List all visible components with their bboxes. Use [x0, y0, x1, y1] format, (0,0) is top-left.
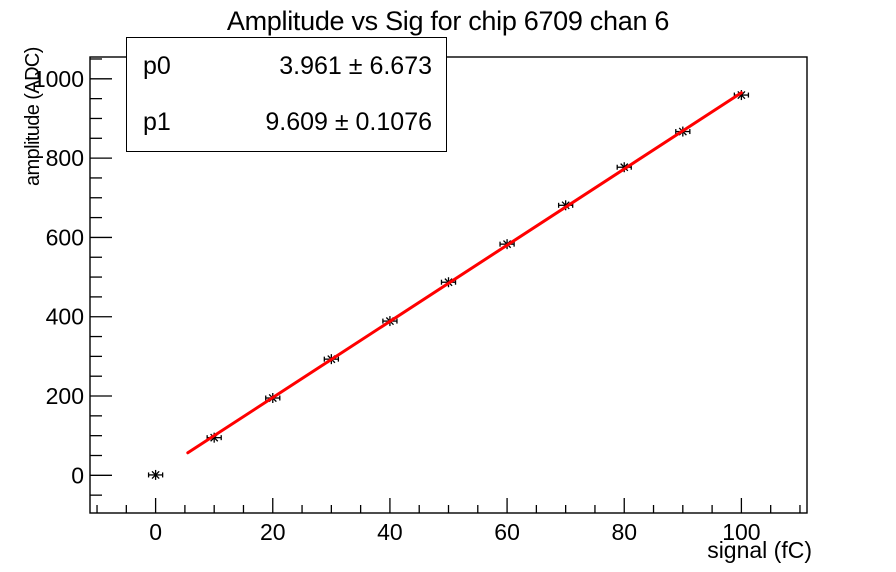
- x-tick-label: 100: [722, 519, 760, 545]
- fit-line: [186, 91, 743, 455]
- param-value-p0: 3.961 ± 6.673: [279, 51, 432, 80]
- y-tick-label: 200: [46, 383, 84, 409]
- param-name-p0: p0: [143, 51, 171, 80]
- y-axis-title: amplitude (ADC): [22, 47, 44, 186]
- x-axis-title: signal (fC): [707, 537, 812, 563]
- x-tick-label: 60: [494, 519, 520, 545]
- marker-stroke: [737, 91, 746, 100]
- y-tick-label: 0: [71, 462, 84, 488]
- fit-stats-box: p0 3.961 ± 6.673 p1 9.609 ± 0.1076: [126, 37, 447, 152]
- stats-row-p0: p0 3.961 ± 6.673: [127, 51, 446, 80]
- y-tick-label: 400: [46, 304, 84, 330]
- param-value-p1: 9.609 ± 0.1076: [265, 108, 432, 137]
- x-tick-label: 20: [260, 519, 286, 545]
- param-name-p1: p1: [143, 108, 171, 137]
- x-tick-label: 40: [377, 519, 403, 545]
- x-tick-label: 80: [611, 519, 637, 545]
- data-point: [147, 469, 164, 480]
- stats-row-p1: p1 9.609 ± 0.1076: [127, 110, 446, 135]
- y-tick-label: 1000: [33, 66, 84, 92]
- y-tick-label: 800: [46, 145, 84, 171]
- y-tick-label: 600: [46, 224, 84, 250]
- marker-stroke: [151, 470, 160, 479]
- x-tick-label: 0: [149, 519, 162, 545]
- chart-title: Amplitude vs Sig for chip 6709 chan 6: [226, 6, 670, 36]
